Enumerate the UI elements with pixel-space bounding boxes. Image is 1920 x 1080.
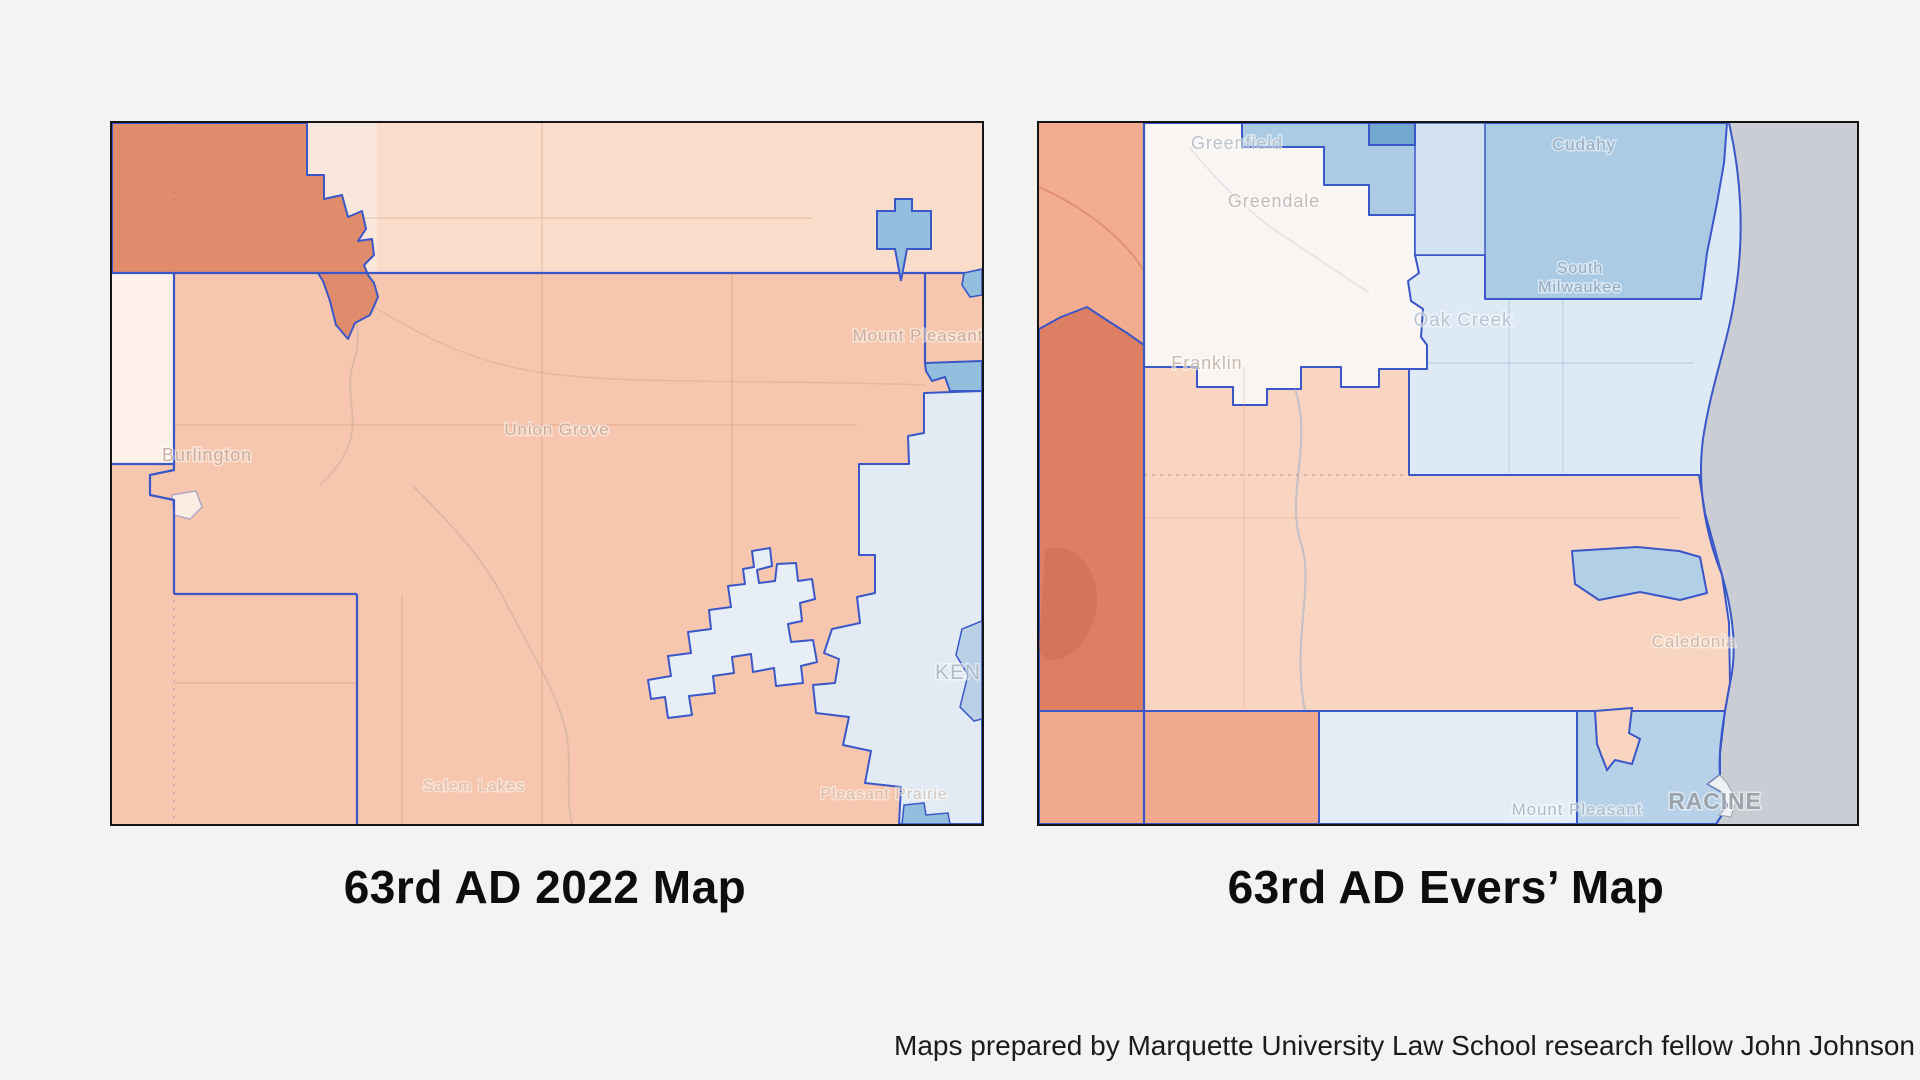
region-strong-republican-nw — [112, 123, 379, 340]
map-label-pleasant-prairie: Pleasant Prairie — [820, 786, 947, 803]
map-label-oak-creek: Oak Creek — [1414, 310, 1513, 331]
attribution-text: Maps prepared by Marquette University La… — [894, 1030, 1915, 1061]
map-title-evers: 63rd AD Evers’ Map — [1227, 861, 1665, 913]
map-label-burlington: Burlington — [162, 445, 252, 465]
map-title-2022: 63rd AD 2022 Map — [343, 861, 747, 913]
map-panel-2022: Burlington Union Grove Mount Pleasant Sa… — [110, 121, 984, 826]
region-near-even-strip — [112, 273, 174, 464]
shoreline — [1700, 123, 1742, 824]
region-bottom-blue-fringe — [901, 802, 951, 824]
region-sturtevant-blue — [876, 198, 932, 282]
river-root — [1294, 388, 1307, 712]
region-light-blue-substrip — [1414, 123, 1486, 256]
map-label-south-milwaukee-line2: Milwaukee — [1538, 279, 1622, 296]
road-lines-central — [1144, 367, 1679, 711]
region-lake-michigan — [1701, 123, 1857, 824]
region-wind-lake-dark — [1039, 547, 1098, 661]
map-panel-evers: Greenfield Greendale Cudahy South Milwau… — [1037, 121, 1859, 826]
map-label-kenosha-partial: KEN — [935, 661, 981, 684]
road-greendale — [1188, 146, 1370, 294]
map-label-franklin: Franklin — [1171, 353, 1242, 373]
region-wind-point-hook — [1707, 774, 1737, 818]
map-label-caledonia: Caledonia — [1652, 632, 1737, 651]
map-label-salem-lakes: Salem Lakes — [423, 778, 525, 795]
map-2022-graphic: Burlington Union Grove Mount Pleasant Sa… — [112, 123, 982, 824]
region-edge-blue-bit — [961, 268, 982, 298]
map-label-union-grove: Union Grove — [504, 420, 609, 439]
map-evers-graphic: Greenfield Greendale Cudahy South Milwau… — [1039, 123, 1857, 824]
road-lines — [112, 123, 926, 824]
map-label-racine: RACINE — [1668, 788, 1762, 814]
map-label-greendale: Greendale — [1228, 191, 1320, 211]
region-mount-pleasant-pale — [1318, 710, 1578, 824]
map-label-mount-pleasant-evers: Mount Pleasant — [1512, 800, 1643, 819]
region-island-blue — [647, 547, 818, 719]
region-peach-hook — [1593, 706, 1642, 772]
region-caledonia-east-blue — [1571, 546, 1708, 601]
region-mount-pleasant-blue-strip — [923, 359, 982, 392]
district-boundaries — [112, 271, 982, 824]
region-democratic-strong-block — [1368, 123, 1416, 146]
map-label-south-milwaukee-line1: South — [1557, 260, 1603, 277]
map-label-mount-pleasant: Mount Pleasant — [853, 326, 982, 345]
region-kenosha-patch — [955, 620, 982, 722]
map-label-greenfield: Greenfield — [1191, 133, 1283, 153]
region-republican-central — [1143, 366, 1731, 712]
region-democratic-east — [812, 390, 982, 824]
map-label-cudahy: Cudahy — [1552, 135, 1616, 154]
region-republican-sw-block — [1039, 710, 1320, 824]
road-highway-west — [1039, 186, 1145, 272]
